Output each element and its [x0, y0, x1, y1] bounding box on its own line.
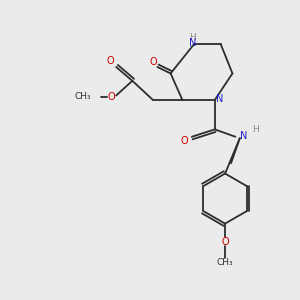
Text: CH₃: CH₃	[217, 258, 233, 267]
Text: N: N	[240, 131, 247, 141]
Text: H: H	[189, 33, 196, 42]
Text: N: N	[215, 94, 223, 104]
Text: O: O	[221, 237, 229, 247]
Text: H: H	[252, 125, 259, 134]
Text: N: N	[189, 38, 196, 48]
Text: O: O	[149, 57, 157, 67]
Text: CH₃: CH₃	[74, 92, 91, 101]
Text: O: O	[181, 136, 189, 146]
Text: O: O	[106, 56, 114, 66]
Text: O: O	[108, 92, 116, 102]
